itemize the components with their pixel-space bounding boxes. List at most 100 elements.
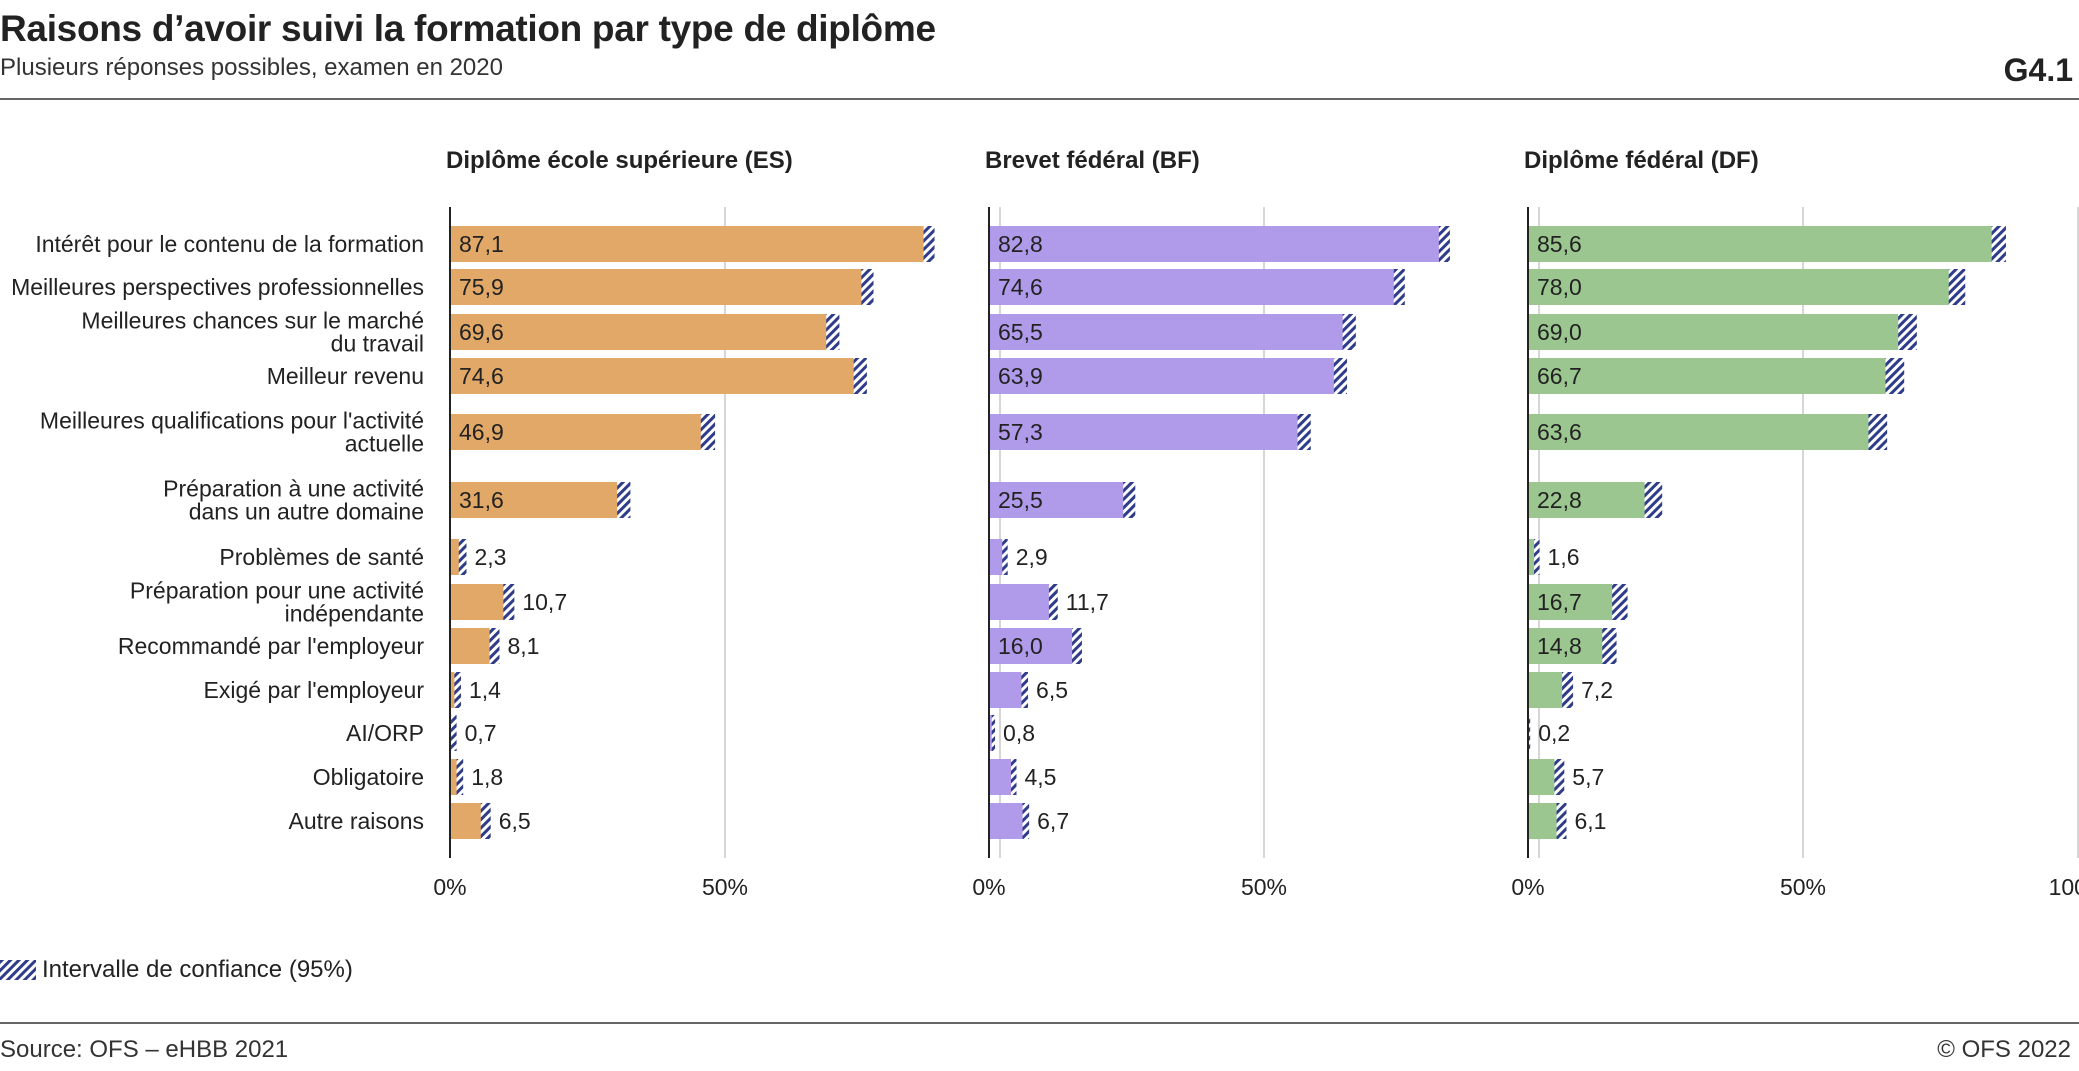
panel-title: Diplôme fédéral (DF) bbox=[1524, 147, 1759, 174]
confidence-interval bbox=[991, 715, 996, 751]
bar bbox=[989, 584, 1054, 620]
confidence-interval bbox=[923, 226, 935, 262]
chart-title: Raisons d’avoir suivi la formation par t… bbox=[0, 8, 936, 49]
bar bbox=[1528, 358, 1895, 394]
data-label: 66,7 bbox=[1537, 363, 1582, 389]
bar bbox=[450, 314, 833, 350]
data-label: 0,2 bbox=[1538, 720, 1570, 746]
data-label: 75,9 bbox=[459, 274, 504, 300]
category-label: Préparation pour une activité indépendant… bbox=[130, 578, 424, 627]
confidence-interval bbox=[1602, 628, 1617, 664]
bar bbox=[989, 759, 1014, 795]
confidence-interval bbox=[480, 803, 491, 839]
category-label: Intérêt pour le contenu de la formation bbox=[35, 231, 424, 257]
x-tick-label: 0% bbox=[433, 874, 466, 900]
bar bbox=[1528, 628, 1610, 664]
x-tick-label: 50% bbox=[1780, 874, 1826, 900]
bar bbox=[989, 803, 1026, 839]
confidence-interval bbox=[1438, 226, 1450, 262]
panel-title: Brevet fédéral (BF) bbox=[985, 147, 1200, 174]
bar bbox=[450, 414, 708, 450]
data-label: 63,9 bbox=[998, 363, 1043, 389]
legend: Intervalle de confiance (95%) bbox=[0, 955, 353, 985]
data-label: 78,0 bbox=[1537, 274, 1582, 300]
bar bbox=[989, 358, 1341, 394]
bar bbox=[450, 226, 930, 262]
bar bbox=[1528, 803, 1562, 839]
data-label: 8,1 bbox=[508, 633, 540, 659]
data-label: 31,6 bbox=[459, 487, 504, 513]
confidence-interval bbox=[617, 482, 631, 518]
bar bbox=[989, 482, 1130, 518]
header-divider bbox=[0, 98, 2079, 100]
x-tick-label: 50% bbox=[1241, 874, 1287, 900]
confidence-interval bbox=[1022, 803, 1030, 839]
bar bbox=[1528, 584, 1620, 620]
bar bbox=[450, 628, 495, 664]
confidence-interval bbox=[1556, 803, 1567, 839]
bar bbox=[450, 482, 624, 518]
data-label: 69,0 bbox=[1537, 319, 1582, 345]
panel-title: Diplôme école supérieure (ES) bbox=[446, 147, 793, 174]
confidence-interval bbox=[1948, 269, 1966, 305]
confidence-interval bbox=[1021, 672, 1029, 708]
confidence-interval bbox=[503, 584, 515, 620]
bar bbox=[450, 358, 861, 394]
bar bbox=[450, 584, 509, 620]
confidence-interval bbox=[454, 672, 461, 708]
copyright: © OFS 2022 bbox=[1937, 1036, 2071, 1063]
category-label: Exigé par l'employeur bbox=[204, 677, 425, 703]
bar bbox=[1528, 414, 1878, 450]
footer-divider bbox=[0, 1022, 2079, 1024]
confidence-interval bbox=[1562, 672, 1574, 708]
data-label: 14,8 bbox=[1537, 633, 1582, 659]
chart-subtitle: Plusieurs réponses possibles, examen en … bbox=[0, 54, 503, 81]
data-label: 85,6 bbox=[1537, 231, 1582, 257]
confidence-interval bbox=[1002, 539, 1008, 575]
data-label: 7,2 bbox=[1581, 677, 1613, 703]
data-label: 16,7 bbox=[1537, 589, 1582, 615]
bar bbox=[989, 628, 1077, 664]
category-label: Recommandé par l'employeur bbox=[118, 633, 424, 659]
data-label: 87,1 bbox=[459, 231, 504, 257]
data-label: 63,6 bbox=[1537, 419, 1582, 445]
bar bbox=[1528, 482, 1654, 518]
x-tick-label: 0% bbox=[1511, 874, 1544, 900]
bar bbox=[989, 226, 1445, 262]
bar bbox=[450, 672, 458, 708]
data-label: 16,0 bbox=[998, 633, 1043, 659]
category-label: Obligatoire bbox=[313, 764, 424, 790]
data-label: 6,1 bbox=[1575, 808, 1607, 834]
bar bbox=[450, 803, 486, 839]
data-label: 10,7 bbox=[522, 589, 567, 615]
category-label: Préparation à une activité dans un autre … bbox=[163, 476, 424, 525]
source-note: Source: OFS – eHBB 2021 bbox=[0, 1036, 289, 1063]
confidence-interval bbox=[853, 358, 867, 394]
confidence-interval bbox=[489, 628, 500, 664]
data-label: 5,7 bbox=[1572, 764, 1604, 790]
bar bbox=[450, 269, 868, 305]
bar bbox=[989, 414, 1305, 450]
data-label: 69,6 bbox=[459, 319, 504, 345]
data-label: 1,8 bbox=[471, 764, 503, 790]
data-label: 46,9 bbox=[459, 419, 504, 445]
bar bbox=[450, 759, 460, 795]
bar bbox=[1528, 672, 1568, 708]
category-label: Meilleures chances sur le marché du trava… bbox=[81, 308, 424, 357]
x-tick-label: 0% bbox=[972, 874, 1005, 900]
confidence-interval bbox=[451, 715, 457, 751]
bar bbox=[989, 269, 1400, 305]
data-label: 6,5 bbox=[1036, 677, 1068, 703]
confidence-interval-swatch bbox=[0, 960, 36, 980]
confidence-interval bbox=[1333, 358, 1348, 394]
category-label: Autre raisons bbox=[288, 808, 424, 834]
bar bbox=[989, 314, 1350, 350]
confidence-interval bbox=[458, 539, 467, 575]
data-label: 74,6 bbox=[998, 274, 1043, 300]
data-label: 25,5 bbox=[998, 487, 1043, 513]
confidence-interval bbox=[456, 759, 464, 795]
confidence-interval bbox=[826, 314, 840, 350]
confidence-interval bbox=[1123, 482, 1136, 518]
confidence-interval bbox=[1528, 715, 1531, 751]
confidence-interval bbox=[1297, 414, 1311, 450]
